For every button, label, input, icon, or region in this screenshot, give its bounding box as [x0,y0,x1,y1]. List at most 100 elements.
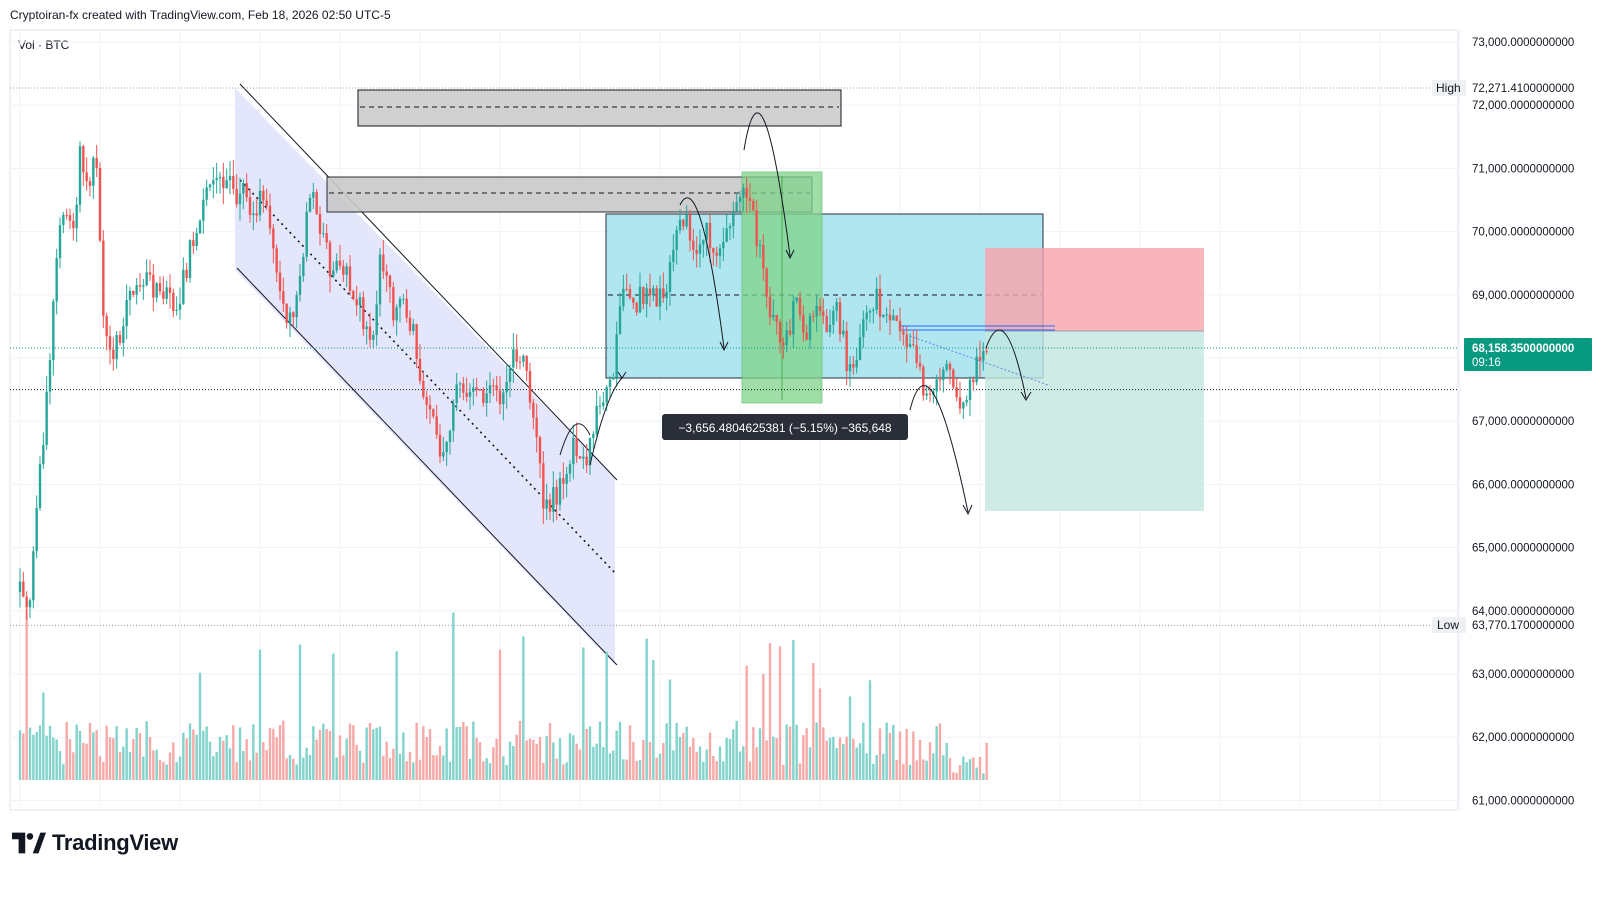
candle-body-271 [922,366,925,396]
candle-body-288 [978,356,982,361]
volume-bar-117 [408,751,412,780]
candle-body-2 [25,596,28,608]
candle-body-258 [878,288,882,317]
volume-bar-59 [215,751,218,780]
candle-body-246 [838,302,842,335]
candle-body-165 [568,464,572,474]
candle-body-119 [415,324,418,359]
volume-bar-132 [458,726,462,780]
price-levels [10,87,1458,626]
volume-bar-57 [208,741,212,780]
candle-body-52 [192,240,195,247]
candle-body-76 [272,228,275,249]
price-tick-0: 73,000.0000000000 [1472,37,1574,49]
candle-body-196 [672,249,675,263]
candle-body-112 [392,287,395,321]
volume-bar-75 [268,727,272,780]
volume-bar-172 [592,746,595,780]
volume-bar-234 [798,763,802,780]
candle-body-109 [382,254,385,272]
volume-bar-104 [365,727,368,780]
volume-bar-27 [108,737,112,780]
candle-body-230 [785,330,788,346]
volume-bar-267 [908,764,912,780]
volume-bar-205 [702,761,705,780]
candle-body-44 [165,287,168,299]
volume-bar-81 [288,754,292,780]
candle-body-211 [722,241,725,249]
tradingview-brand[interactable]: TradingView [12,830,178,856]
volume-bar-107 [375,727,378,780]
volume-bar-92 [325,729,328,780]
candle-body-57 [208,184,212,188]
volume-bar-1 [22,733,25,780]
volume-bar-280 [952,772,955,780]
candle-body-290 [985,351,988,353]
candle-body-91 [322,233,325,235]
candle-body-86 [305,211,308,257]
candle-body-60 [218,176,222,179]
volume-bar-140 [485,758,488,780]
last-price-marker: 68,158.3500000000 09:16 [1464,338,1592,371]
volume-bar-202 [692,737,695,780]
volume-bar-198 [678,737,682,780]
candle-body-278 [945,363,948,370]
candle-body-224 [765,268,768,297]
candle-body-148 [512,349,515,368]
volume-bar-270 [918,739,922,780]
volume-bar-88 [312,726,315,780]
price-chart[interactable]: 73,000.0000000000 72,000.0000000000 71,000… [0,0,1606,815]
candle-body-251 [855,359,858,368]
volume-bar-185 [635,760,638,780]
volume-bar-93 [328,731,332,780]
candle-body-24 [98,168,102,241]
price-axis[interactable]: 73,000.0000000000 72,000.0000000000 71,000… [1472,37,1574,807]
candle-body-102 [358,297,362,306]
volume-bar-50 [185,738,188,780]
candle-body-159 [548,499,552,512]
candle-body-250 [852,363,855,368]
candle-body-206 [705,222,708,240]
candle-body-153 [528,370,532,403]
volume-bar-26 [105,725,108,780]
volume-bar-9 [48,725,52,780]
candle-body-173 [595,406,598,435]
candle-body-261 [888,314,892,321]
candle-body-239 [815,306,818,317]
time-axis[interactable]: 6 7 8 9 10 11 12 13 14 15 16 17 18 19 20 21 22 23 24 [17,814,1467,815]
arrow-final [985,329,1027,399]
volume-bar-231 [788,726,792,780]
volume-bar-120 [418,759,422,780]
candle-body-142 [492,385,495,387]
volume-bar-29 [115,726,118,780]
volume-bar-163 [562,764,565,780]
candle-body-12 [58,225,62,259]
candle-body-181 [622,288,625,307]
volume-bar-110 [385,741,388,780]
volume-bar-158 [545,736,548,780]
candle-body-121 [422,380,425,397]
volume-bar-244 [832,736,835,780]
volume-bar-159 [548,723,552,780]
volume-bar-109 [382,755,385,780]
candle-body-4 [32,551,35,601]
volume-bar-76 [272,728,275,780]
volume-bar-214 [732,729,735,780]
candle-body-221 [755,210,758,247]
candle-body-79 [282,291,285,304]
candle-body-128 [445,441,448,453]
candle-body-156 [538,437,542,464]
volume-bar-240 [818,688,822,780]
candle-body-94 [332,270,335,277]
candle-body-268 [912,344,915,346]
candle-body-272 [925,393,928,396]
candle-body-123 [428,405,432,410]
candle-body-149 [515,349,518,362]
candle-body-188 [645,288,648,305]
candle-body-32 [125,299,128,327]
candle-body-5 [35,507,38,552]
volume-bar-250 [852,738,855,780]
volume-bar-129 [448,761,452,780]
volume-bar-263 [895,759,898,780]
candle-body-29 [115,334,118,360]
